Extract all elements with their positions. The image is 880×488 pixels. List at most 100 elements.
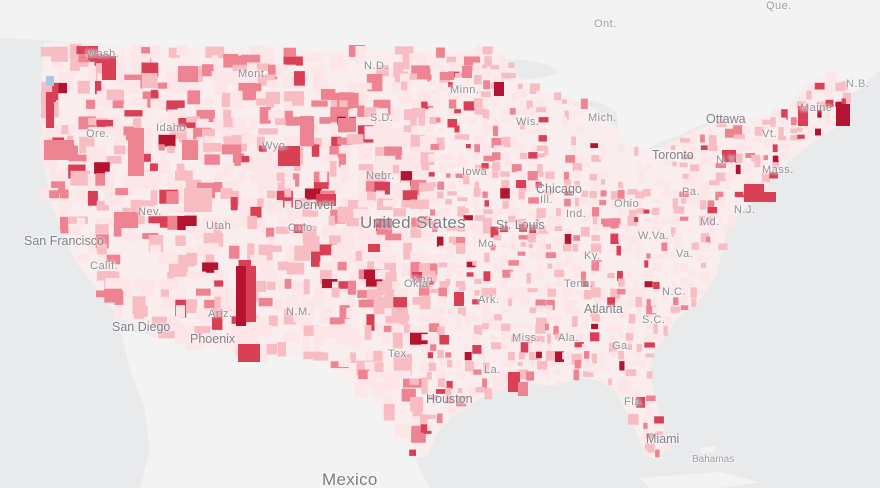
county-cell: [797, 134, 805, 139]
county-cell: [644, 332, 655, 342]
county-cell: [517, 171, 527, 178]
county-cell: [628, 314, 636, 324]
county-cell: [331, 245, 341, 259]
county-cell: [554, 226, 563, 231]
county-cell: [187, 128, 198, 142]
county-cell: [754, 126, 766, 136]
county-cell: [751, 155, 761, 162]
county-cell: [492, 119, 497, 128]
county-cell: [537, 361, 548, 371]
county-cell: [205, 46, 225, 58]
county-cell: [672, 161, 677, 167]
county-cell: [328, 215, 335, 232]
county-cell: [257, 198, 264, 208]
county-cell: [430, 308, 439, 318]
county-cell: [410, 251, 428, 262]
bahamas-island: [700, 446, 716, 454]
county-cell: [448, 236, 459, 246]
county-cell: [562, 287, 573, 298]
county-cell: [121, 226, 134, 241]
county-cell: [313, 65, 324, 84]
county-cell: [436, 117, 441, 123]
county-cell: [536, 317, 547, 327]
county-cell: [313, 326, 334, 338]
county-cell: [482, 307, 491, 319]
county-cell: [98, 254, 115, 262]
county-cell: [790, 135, 801, 141]
county-cell: [490, 64, 501, 70]
county-cell: [439, 307, 446, 315]
county-cell: [203, 333, 222, 345]
county-cell: [448, 307, 456, 315]
county-cell: [421, 344, 431, 353]
county-cell: [266, 227, 275, 238]
county-cell: [544, 146, 549, 156]
county-cell: [501, 308, 512, 313]
county-cell: [331, 92, 344, 108]
county-cell: [555, 370, 561, 375]
county-cell: [689, 197, 701, 205]
county-cell: [76, 254, 89, 261]
county-cell: [94, 110, 103, 124]
county-cell: [439, 359, 446, 366]
county-cell: [418, 109, 426, 126]
county-cell: [150, 163, 161, 171]
county-cell: [491, 137, 502, 149]
county-cell: [338, 281, 350, 289]
county-cell: [465, 225, 473, 231]
county-cell: [610, 288, 621, 299]
county-cell: [781, 109, 788, 120]
city-label: Miami: [646, 432, 680, 446]
county-cell: [474, 215, 485, 221]
county-cell: [185, 245, 194, 259]
county-cell: [481, 233, 490, 238]
county-cell: [770, 117, 776, 127]
county-cell: [790, 117, 797, 126]
county-cell: [673, 290, 680, 301]
county-cell: [617, 144, 625, 152]
county-cell: [463, 134, 470, 140]
county-cell: [427, 254, 438, 265]
county-cell: [708, 225, 715, 236]
county-cell: [574, 308, 581, 314]
county-cell: [511, 164, 522, 173]
county-cell: [428, 323, 440, 332]
county-cell: [294, 71, 305, 86]
county-cell: [86, 99, 96, 109]
county-cell: [61, 125, 71, 135]
county-cell: [284, 200, 292, 210]
county-cell: [635, 359, 645, 367]
county-cell: [545, 171, 555, 179]
county-cell: [482, 98, 488, 109]
county-cell: [609, 246, 618, 251]
county-cell: [223, 305, 230, 316]
state-label: Vt.: [762, 128, 777, 140]
county-cell: [484, 56, 492, 67]
county-cell: [592, 298, 601, 303]
county-cell: [662, 234, 673, 244]
county-cell: [124, 110, 143, 117]
county-cell: [672, 281, 677, 292]
county-cell: [636, 243, 642, 252]
county-cell: [409, 326, 428, 338]
county-cell: [688, 171, 698, 181]
county-cell: [538, 135, 547, 142]
county-cell: [321, 279, 338, 289]
county-cell: [592, 224, 603, 230]
county-cell: [502, 361, 513, 367]
county-cell: [537, 262, 544, 272]
county-cell: [321, 306, 333, 319]
county-cell: [564, 110, 569, 120]
county-cell: [645, 314, 652, 320]
county-cell: [627, 189, 638, 195]
county-cell: [520, 297, 530, 306]
county-cell: [572, 299, 579, 304]
state-label: Mich.: [588, 112, 617, 124]
county-cell: [564, 198, 571, 207]
county-cell: [617, 189, 625, 200]
county-cell: [430, 143, 442, 151]
county-cell: [610, 351, 621, 357]
county-cell: [490, 82, 497, 89]
county-cell: [493, 378, 505, 389]
